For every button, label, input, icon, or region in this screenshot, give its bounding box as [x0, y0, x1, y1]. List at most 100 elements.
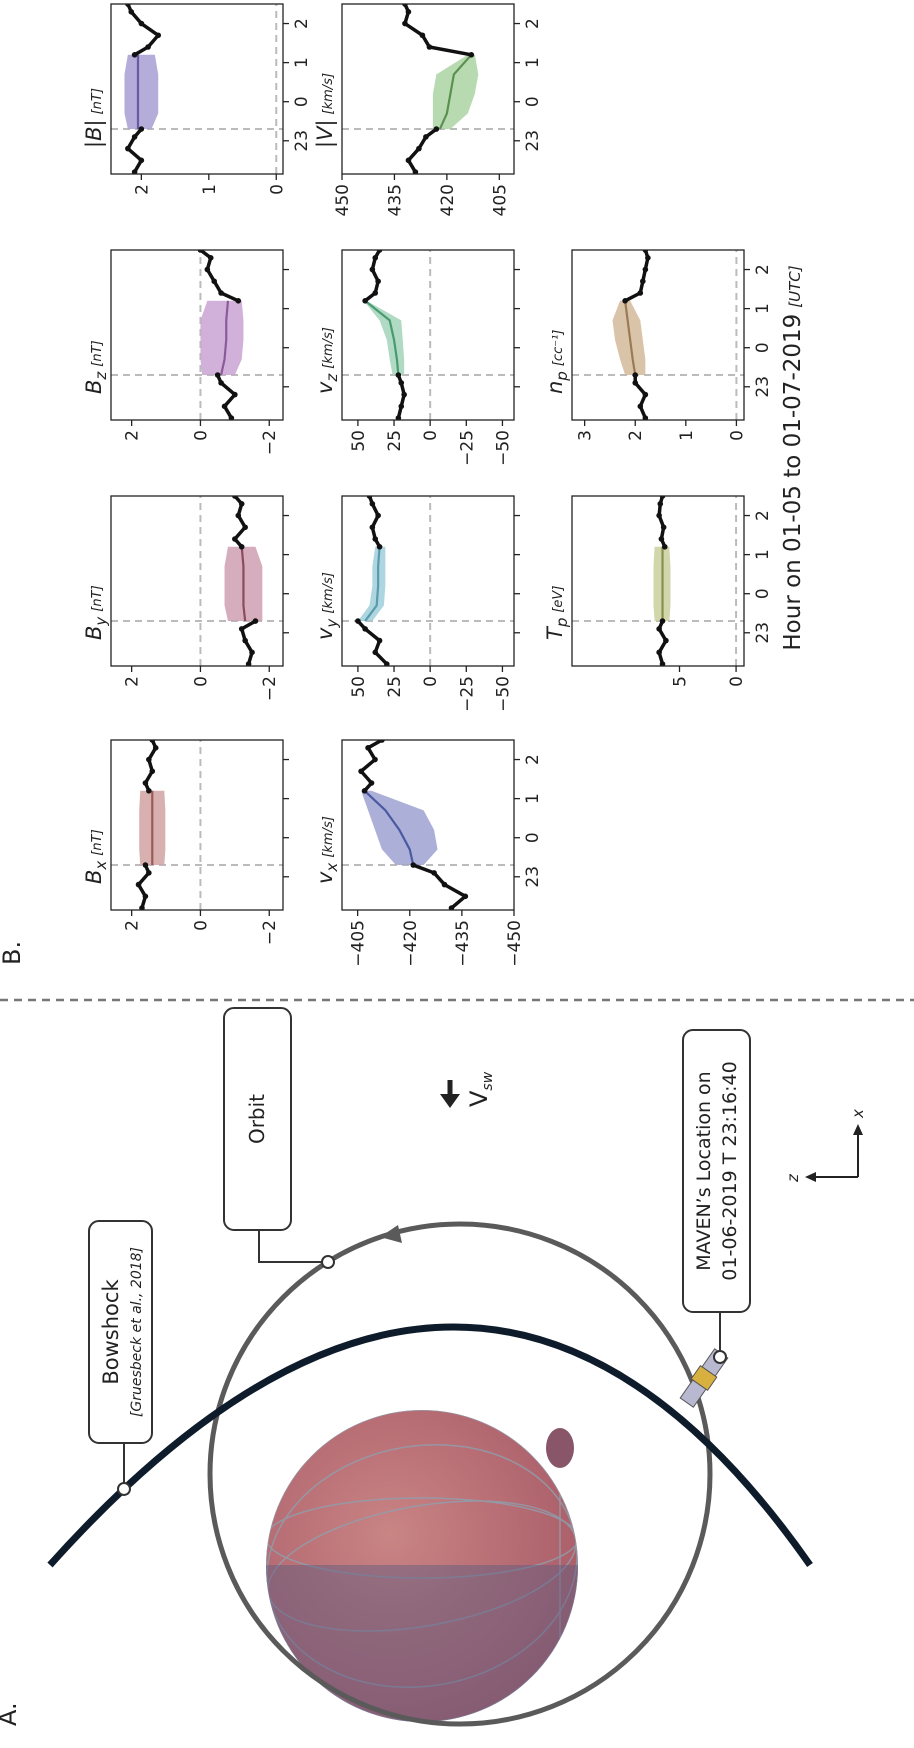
subscript: x	[92, 861, 110, 871]
uncertainty-band	[363, 300, 405, 376]
observed-point	[372, 255, 379, 261]
y-tick-label: 1	[200, 184, 220, 195]
subscript: p	[553, 618, 571, 629]
plot-area	[111, 740, 283, 910]
observed-point	[369, 501, 376, 507]
plot-frame	[341, 739, 515, 911]
symbol: |V|	[313, 119, 338, 148]
subscript: z	[323, 373, 341, 383]
observed-point	[642, 391, 649, 398]
panel-title: |B| [nT]	[82, 88, 107, 148]
symbol: T	[543, 625, 567, 640]
y-tick-label: −2	[260, 430, 280, 455]
y-tick-label: 0	[191, 920, 211, 931]
mean-line	[363, 790, 415, 866]
observed-point	[376, 637, 383, 644]
observed-point	[149, 768, 156, 775]
symbol: B	[82, 870, 106, 884]
observed-point	[375, 278, 381, 285]
y-tick-label: −420	[401, 920, 421, 967]
symbol: v	[313, 381, 337, 394]
label-box	[88, 1220, 153, 1444]
observed-point	[155, 32, 162, 39]
x-tick-label: 2	[292, 18, 312, 29]
observed-point	[232, 536, 238, 542]
panel: vz [km/s] 50 25 0 −25 −50	[313, 249, 520, 466]
plot-frame	[110, 3, 284, 175]
observed-line	[412, 863, 468, 910]
x-tick-label: 23	[523, 866, 543, 888]
mean-line	[220, 300, 230, 376]
xlabel: Hour on 01-05 to 01-07-2019	[780, 314, 806, 651]
subscript: y	[323, 618, 341, 629]
observed-point	[401, 391, 407, 398]
observed-point	[355, 618, 361, 624]
uncertainty-band	[361, 790, 438, 866]
y-tick-label: −2	[260, 676, 280, 701]
observed-point	[138, 157, 145, 164]
unit: [nT]	[90, 829, 105, 855]
plot-area	[111, 496, 283, 666]
plot-frame	[110, 739, 284, 911]
observed-point	[375, 512, 381, 519]
vsw-arrowhead	[440, 1094, 460, 1108]
observed-point	[221, 403, 228, 410]
plot-area	[111, 4, 283, 174]
label-box	[682, 1029, 751, 1313]
observed-point	[419, 32, 426, 39]
y-tick-label: 2	[123, 920, 143, 931]
observed-point	[659, 618, 666, 624]
y-tick-label: 0	[421, 676, 441, 687]
uncertainty-band	[200, 300, 244, 376]
observed-point	[423, 134, 429, 140]
bowshock-label: Bowshock	[99, 1279, 123, 1385]
x-tick-label: 2	[753, 510, 773, 521]
panel-title: By [nT]	[82, 585, 110, 640]
y-tick-label: 450	[333, 184, 353, 216]
x-tick-label: 23	[753, 622, 773, 644]
panel: vx [km/s] −405 −420 −435 −450 23 0 1 2	[313, 739, 543, 967]
observed-point	[146, 788, 152, 794]
vsw-label: Vsw	[465, 1071, 496, 1107]
y-tick-label: 0	[727, 676, 747, 687]
observed-point	[637, 403, 644, 410]
observed-point	[663, 637, 669, 644]
observed-point	[398, 380, 405, 386]
x-tick-label: 0	[753, 342, 773, 353]
observed-point	[242, 637, 248, 644]
unit: [km/s]	[321, 816, 336, 858]
y-tick-label: 3	[576, 430, 596, 441]
x-tick-label: 0	[523, 96, 543, 107]
observed-point	[368, 780, 375, 786]
x-tick-label: 0	[292, 96, 312, 107]
unit: [nT]	[90, 88, 105, 114]
unit: [km/s]	[321, 327, 336, 369]
y-tick-label: 25	[385, 676, 405, 698]
xlabel-unit: [UTC]	[786, 265, 804, 307]
plot-frame	[341, 495, 515, 667]
y-tick-label: 1	[677, 430, 697, 441]
marker	[713, 1350, 727, 1364]
observed-point	[131, 52, 138, 58]
observed-point	[410, 862, 417, 868]
symbol: v	[313, 871, 337, 884]
observed-point	[468, 52, 475, 58]
observed-point	[138, 126, 145, 132]
x-tick-label: 0	[753, 588, 773, 599]
observed-point	[379, 740, 385, 743]
y-tick-label: −25	[457, 430, 477, 466]
uncertainty-band	[357, 546, 386, 622]
observed-point	[238, 544, 245, 550]
bowshock	[47, 1323, 813, 1568]
observed-point	[218, 290, 224, 296]
observed-point	[431, 870, 437, 876]
x-tick-label: 1	[292, 57, 312, 68]
plot-frame	[110, 495, 284, 667]
panel-title: |V| [km/s]	[313, 73, 338, 148]
plot-area	[342, 4, 514, 174]
subscript: z	[92, 371, 110, 381]
observed-point	[146, 870, 152, 876]
panel-label: A.	[0, 1702, 22, 1726]
axis-x-label: x	[849, 1109, 867, 1119]
panel: vy [km/s] 50 25 0 −25 −50	[313, 495, 520, 712]
